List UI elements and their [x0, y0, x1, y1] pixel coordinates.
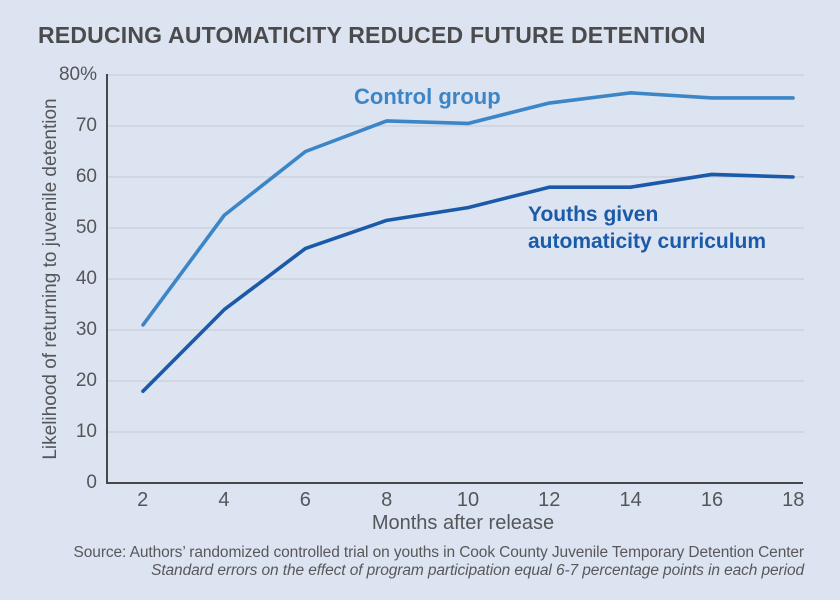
y-tick-label: 30: [75, 318, 97, 340]
y-axis-tick-labels: 80% 70 60 50 40 30 20 10 0: [30, 49, 97, 508]
x-tick-label: 18: [782, 489, 805, 511]
x-tick-label: 8: [381, 489, 393, 511]
x-tick-label: 16: [700, 489, 724, 511]
x-tick-label: 14: [619, 489, 642, 511]
x-tick-label: 10: [456, 489, 480, 511]
y-tick-label: 10: [75, 420, 97, 442]
x-tick-label: 4: [218, 489, 230, 511]
y-tick-label: 0: [86, 471, 97, 493]
x-tick-label: 12: [538, 489, 561, 511]
y-tick-label: 40: [75, 267, 97, 289]
y-tick-label: 80%: [58, 63, 97, 85]
source-note: Source: Authors’ randomized controlled t…: [73, 544, 805, 561]
control-group-line: [141, 91, 795, 327]
standard-errors-note: Standard errors on the effect of program…: [151, 562, 804, 579]
x-axis-title: Months after release: [371, 512, 555, 534]
x-axis-tick-labels: 2 4 6 8 10 12 14 16 18: [102, 489, 834, 512]
treatment-group-line: [141, 172, 795, 394]
legend-treatment-line2: automaticity curriculum: [528, 230, 767, 253]
figure-title: REDUCING AUTOMATICITY REDUCED FUTURE DET…: [38, 22, 706, 48]
x-tick-label: 2: [137, 489, 149, 511]
legend-treatment-group-label: Youths given automaticity curriculum: [528, 201, 766, 255]
x-tick-label: 6: [299, 489, 311, 511]
y-tick-label: 70: [75, 114, 97, 136]
legend-treatment-line1: Youths given: [528, 203, 659, 226]
legend-control-group-label: Control group: [354, 84, 501, 109]
y-tick-label: 60: [75, 165, 97, 187]
y-tick-label: 20: [75, 369, 97, 391]
y-tick-label: 50: [75, 216, 97, 238]
